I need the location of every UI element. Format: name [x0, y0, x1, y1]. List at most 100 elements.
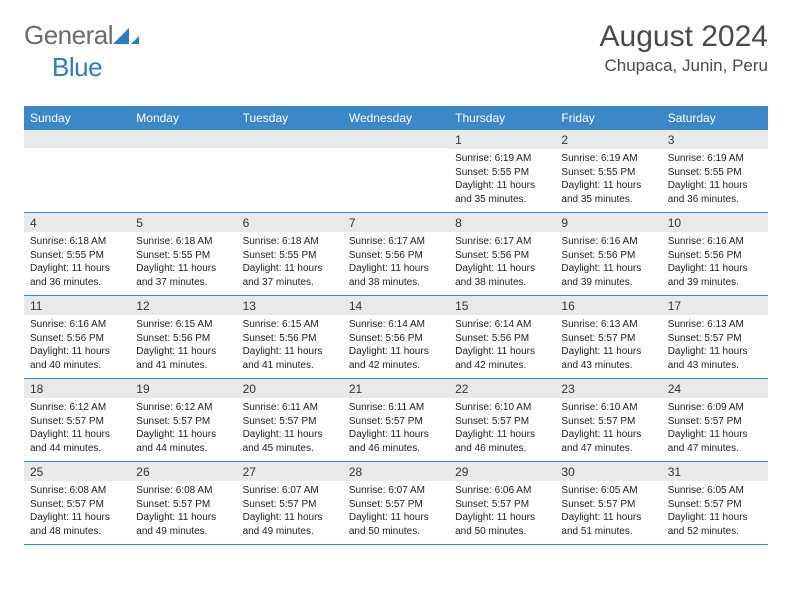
day-body: Sunrise: 6:18 AMSunset: 5:55 PMDaylight:…	[24, 232, 130, 295]
calendar-cell: 8Sunrise: 6:17 AMSunset: 5:56 PMDaylight…	[449, 213, 555, 296]
calendar-cell: 2Sunrise: 6:19 AMSunset: 5:55 PMDaylight…	[555, 130, 661, 213]
logo-text-blue-row: Blue	[24, 52, 102, 83]
calendar-cell: 13Sunrise: 6:15 AMSunset: 5:56 PMDayligh…	[237, 296, 343, 379]
calendar-cell: 30Sunrise: 6:05 AMSunset: 5:57 PMDayligh…	[555, 462, 661, 545]
calendar-cell	[237, 130, 343, 213]
logo-sail-icon	[113, 26, 139, 51]
calendar-week: 25Sunrise: 6:08 AMSunset: 5:57 PMDayligh…	[24, 462, 768, 545]
day-body: Sunrise: 6:17 AMSunset: 5:56 PMDaylight:…	[449, 232, 555, 295]
calendar-cell: 31Sunrise: 6:05 AMSunset: 5:57 PMDayligh…	[662, 462, 768, 545]
day-body: Sunrise: 6:19 AMSunset: 5:55 PMDaylight:…	[555, 149, 661, 212]
day-number: 13	[237, 296, 343, 315]
day-number: 27	[237, 462, 343, 481]
day-body: Sunrise: 6:17 AMSunset: 5:56 PMDaylight:…	[343, 232, 449, 295]
day-number: 17	[662, 296, 768, 315]
calendar-cell: 1Sunrise: 6:19 AMSunset: 5:55 PMDaylight…	[449, 130, 555, 213]
day-number: 20	[237, 379, 343, 398]
dow-tue: Tuesday	[237, 107, 343, 130]
calendar-cell	[130, 130, 236, 213]
calendar-cell: 3Sunrise: 6:19 AMSunset: 5:55 PMDaylight…	[662, 130, 768, 213]
day-body	[343, 148, 449, 210]
calendar-cell	[343, 130, 449, 213]
calendar-week: 18Sunrise: 6:12 AMSunset: 5:57 PMDayligh…	[24, 379, 768, 462]
header: General August 2024 Chupaca, Junin, Peru	[24, 20, 768, 76]
day-number: 7	[343, 213, 449, 232]
day-number: 28	[343, 462, 449, 481]
calendar-week: 4Sunrise: 6:18 AMSunset: 5:55 PMDaylight…	[24, 213, 768, 296]
day-body: Sunrise: 6:14 AMSunset: 5:56 PMDaylight:…	[343, 315, 449, 378]
calendar-cell: 28Sunrise: 6:07 AMSunset: 5:57 PMDayligh…	[343, 462, 449, 545]
day-body: Sunrise: 6:12 AMSunset: 5:57 PMDaylight:…	[130, 398, 236, 461]
day-number: 10	[662, 213, 768, 232]
day-number: 15	[449, 296, 555, 315]
day-body: Sunrise: 6:06 AMSunset: 5:57 PMDaylight:…	[449, 481, 555, 544]
day-number: 12	[130, 296, 236, 315]
day-body: Sunrise: 6:07 AMSunset: 5:57 PMDaylight:…	[343, 481, 449, 544]
month-title: August 2024	[600, 20, 768, 54]
day-body: Sunrise: 6:13 AMSunset: 5:57 PMDaylight:…	[555, 315, 661, 378]
day-number: 11	[24, 296, 130, 315]
calendar-cell: 26Sunrise: 6:08 AMSunset: 5:57 PMDayligh…	[130, 462, 236, 545]
day-number: 2	[555, 130, 661, 149]
calendar-cell: 6Sunrise: 6:18 AMSunset: 5:55 PMDaylight…	[237, 213, 343, 296]
day-number: 16	[555, 296, 661, 315]
day-body: Sunrise: 6:05 AMSunset: 5:57 PMDaylight:…	[662, 481, 768, 544]
day-number: 24	[662, 379, 768, 398]
day-number: 31	[662, 462, 768, 481]
day-body: Sunrise: 6:11 AMSunset: 5:57 PMDaylight:…	[237, 398, 343, 461]
logo-text-general: General	[24, 20, 113, 51]
calendar-cell: 16Sunrise: 6:13 AMSunset: 5:57 PMDayligh…	[555, 296, 661, 379]
day-body	[24, 148, 130, 210]
day-number	[343, 130, 449, 148]
dow-sun: Sunday	[24, 107, 130, 130]
calendar-week: 1Sunrise: 6:19 AMSunset: 5:55 PMDaylight…	[24, 130, 768, 213]
day-number	[24, 130, 130, 148]
calendar-table: Sunday Monday Tuesday Wednesday Thursday…	[24, 106, 768, 545]
day-number: 5	[130, 213, 236, 232]
title-block: August 2024 Chupaca, Junin, Peru	[600, 20, 768, 76]
day-body: Sunrise: 6:07 AMSunset: 5:57 PMDaylight:…	[237, 481, 343, 544]
day-body: Sunrise: 6:12 AMSunset: 5:57 PMDaylight:…	[24, 398, 130, 461]
calendar-cell: 12Sunrise: 6:15 AMSunset: 5:56 PMDayligh…	[130, 296, 236, 379]
calendar-cell: 23Sunrise: 6:10 AMSunset: 5:57 PMDayligh…	[555, 379, 661, 462]
day-number	[130, 130, 236, 148]
dow-sat: Saturday	[662, 107, 768, 130]
calendar-cell: 27Sunrise: 6:07 AMSunset: 5:57 PMDayligh…	[237, 462, 343, 545]
calendar-cell: 10Sunrise: 6:16 AMSunset: 5:56 PMDayligh…	[662, 213, 768, 296]
calendar-cell: 24Sunrise: 6:09 AMSunset: 5:57 PMDayligh…	[662, 379, 768, 462]
day-body: Sunrise: 6:18 AMSunset: 5:55 PMDaylight:…	[237, 232, 343, 295]
day-number: 25	[24, 462, 130, 481]
day-body: Sunrise: 6:19 AMSunset: 5:55 PMDaylight:…	[449, 149, 555, 212]
calendar-body: 1Sunrise: 6:19 AMSunset: 5:55 PMDaylight…	[24, 130, 768, 545]
day-number: 23	[555, 379, 661, 398]
day-body: Sunrise: 6:16 AMSunset: 5:56 PMDaylight:…	[662, 232, 768, 295]
calendar-cell: 17Sunrise: 6:13 AMSunset: 5:57 PMDayligh…	[662, 296, 768, 379]
calendar-cell: 7Sunrise: 6:17 AMSunset: 5:56 PMDaylight…	[343, 213, 449, 296]
day-number: 1	[449, 130, 555, 149]
day-body: Sunrise: 6:19 AMSunset: 5:55 PMDaylight:…	[662, 149, 768, 212]
day-body: Sunrise: 6:08 AMSunset: 5:57 PMDaylight:…	[24, 481, 130, 544]
dow-mon: Monday	[130, 107, 236, 130]
day-number: 21	[343, 379, 449, 398]
day-body: Sunrise: 6:18 AMSunset: 5:55 PMDaylight:…	[130, 232, 236, 295]
day-body: Sunrise: 6:11 AMSunset: 5:57 PMDaylight:…	[343, 398, 449, 461]
day-number: 8	[449, 213, 555, 232]
day-number: 26	[130, 462, 236, 481]
dow-row: Sunday Monday Tuesday Wednesday Thursday…	[24, 107, 768, 130]
day-body: Sunrise: 6:09 AMSunset: 5:57 PMDaylight:…	[662, 398, 768, 461]
calendar-cell: 5Sunrise: 6:18 AMSunset: 5:55 PMDaylight…	[130, 213, 236, 296]
location: Chupaca, Junin, Peru	[600, 56, 768, 76]
day-body: Sunrise: 6:15 AMSunset: 5:56 PMDaylight:…	[130, 315, 236, 378]
day-number: 18	[24, 379, 130, 398]
calendar-cell: 25Sunrise: 6:08 AMSunset: 5:57 PMDayligh…	[24, 462, 130, 545]
calendar-cell: 14Sunrise: 6:14 AMSunset: 5:56 PMDayligh…	[343, 296, 449, 379]
day-body: Sunrise: 6:10 AMSunset: 5:57 PMDaylight:…	[449, 398, 555, 461]
dow-thu: Thursday	[449, 107, 555, 130]
day-number: 4	[24, 213, 130, 232]
day-number	[237, 130, 343, 148]
calendar-cell: 21Sunrise: 6:11 AMSunset: 5:57 PMDayligh…	[343, 379, 449, 462]
day-number: 22	[449, 379, 555, 398]
day-body	[237, 148, 343, 210]
day-number: 19	[130, 379, 236, 398]
day-number: 14	[343, 296, 449, 315]
